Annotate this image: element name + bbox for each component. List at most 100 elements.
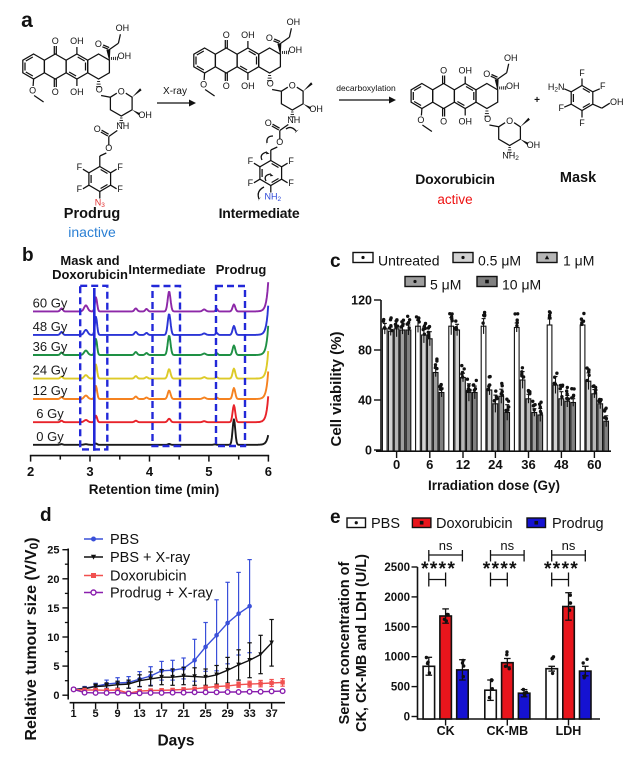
svg-text:F: F [579, 68, 585, 78]
svg-text:O: O [483, 69, 490, 79]
svg-text:0.5 μM: 0.5 μM [478, 253, 521, 269]
svg-text:120: 120 [351, 294, 372, 308]
svg-text:5: 5 [53, 661, 59, 673]
svg-text:CK: CK [437, 724, 455, 738]
svg-text:X-ray: X-ray [163, 86, 187, 97]
svg-text:O: O [267, 79, 274, 89]
svg-text:O: O [95, 39, 102, 49]
svg-text:NH2: NH2 [502, 151, 519, 163]
svg-text:Irradiation dose (Gy): Irradiation dose (Gy) [428, 478, 560, 493]
svg-text:Mask and: Mask and [60, 253, 119, 268]
svg-text:Prodrug: Prodrug [216, 262, 267, 277]
svg-text:Prodrug: Prodrug [64, 206, 120, 222]
svg-text:****: **** [483, 559, 518, 580]
svg-text:O: O [52, 36, 59, 46]
svg-text:b: b [22, 245, 34, 266]
svg-text:+: + [534, 95, 540, 106]
svg-text:36: 36 [521, 457, 535, 472]
svg-text:F: F [117, 184, 123, 194]
svg-text:Days: Days [157, 733, 194, 750]
svg-text:24: 24 [488, 457, 503, 472]
svg-text:O: O [118, 87, 125, 97]
svg-text:Prodrug + X-ray: Prodrug + X-ray [110, 586, 214, 602]
svg-text:10: 10 [47, 632, 59, 644]
svg-text:Doxorubicin: Doxorubicin [436, 516, 513, 532]
svg-text:O: O [265, 118, 272, 128]
svg-text:F: F [248, 178, 254, 188]
svg-text:12: 12 [456, 457, 470, 472]
svg-text:OH: OH [118, 51, 132, 61]
svg-text:33: 33 [243, 708, 255, 720]
svg-text:F: F [288, 156, 294, 166]
svg-text:O: O [440, 66, 447, 76]
svg-text:F: F [600, 81, 606, 91]
svg-text:1500: 1500 [384, 622, 410, 634]
svg-text:5: 5 [205, 464, 212, 479]
svg-text:NH: NH [287, 115, 300, 125]
svg-text:Cell viability (%): Cell viability (%) [328, 331, 345, 446]
svg-text:O: O [96, 85, 103, 95]
svg-text:60 Gy: 60 Gy [33, 295, 68, 310]
svg-text:****: **** [421, 559, 456, 580]
svg-text:****: **** [544, 559, 579, 580]
svg-text:0: 0 [393, 457, 400, 472]
svg-text:Doxorubicin: Doxorubicin [415, 171, 494, 187]
svg-text:O: O [289, 81, 296, 91]
svg-text:CK, CK-MB and LDH (U/L): CK, CK-MB and LDH (U/L) [354, 554, 370, 732]
svg-text:O: O [223, 30, 230, 40]
svg-text:O: O [417, 115, 424, 125]
svg-text:0 Gy: 0 Gy [36, 429, 64, 444]
svg-text:0: 0 [404, 712, 410, 724]
svg-text:9: 9 [115, 708, 121, 720]
svg-text:O: O [52, 87, 59, 97]
svg-text:O: O [506, 116, 513, 126]
svg-text:13: 13 [133, 708, 145, 720]
svg-text:1 μM: 1 μM [563, 253, 594, 269]
svg-text:5: 5 [93, 708, 99, 720]
svg-text:F: F [117, 162, 123, 172]
svg-text:21: 21 [177, 708, 189, 720]
svg-text:CK-MB: CK-MB [486, 724, 528, 738]
svg-text:O: O [266, 33, 273, 43]
svg-text:N3: N3 [95, 198, 106, 210]
svg-text:6: 6 [426, 457, 433, 472]
svg-text:37: 37 [265, 708, 277, 720]
svg-text:0: 0 [365, 444, 372, 458]
svg-text:OH: OH [458, 117, 472, 127]
svg-text:4: 4 [146, 464, 154, 479]
svg-text:6: 6 [265, 464, 272, 479]
svg-text:Serum concentration of: Serum concentration of [337, 561, 353, 724]
svg-text:Retention time (min): Retention time (min) [89, 482, 220, 497]
svg-text:OH: OH [241, 30, 255, 40]
svg-text:OH: OH [70, 36, 84, 46]
svg-text:OH: OH [241, 81, 255, 91]
svg-text:F: F [288, 178, 294, 188]
svg-text:24 Gy: 24 Gy [33, 363, 68, 378]
svg-text:NH: NH [116, 121, 129, 131]
svg-text:ns: ns [439, 538, 453, 553]
svg-text:25: 25 [47, 545, 59, 557]
svg-text:12 Gy: 12 Gy [33, 383, 68, 398]
svg-text:1000: 1000 [384, 652, 410, 664]
svg-text:OH: OH [309, 104, 323, 114]
svg-text:F: F [77, 184, 83, 194]
svg-text:decarboxylation: decarboxylation [336, 83, 396, 93]
svg-text:15: 15 [47, 603, 59, 615]
svg-text:inactive: inactive [68, 224, 116, 240]
svg-text:40: 40 [358, 394, 372, 408]
svg-text:ns: ns [500, 538, 514, 553]
svg-text:O: O [105, 143, 112, 153]
svg-text:active: active [437, 192, 472, 207]
svg-text:O: O [440, 117, 447, 127]
svg-text:6 Gy: 6 Gy [36, 406, 64, 421]
svg-text:PBS: PBS [371, 516, 400, 532]
svg-text:OH: OH [289, 45, 303, 55]
svg-text:O: O [200, 80, 207, 90]
svg-text:H2N: H2N [548, 82, 565, 94]
svg-text:OH: OH [527, 140, 541, 150]
svg-text:3: 3 [86, 464, 93, 479]
svg-text:PBS + X-ray: PBS + X-ray [110, 550, 191, 566]
svg-text:OH: OH [287, 17, 301, 27]
svg-text:Untreated: Untreated [378, 253, 439, 269]
svg-text:O: O [484, 114, 491, 124]
